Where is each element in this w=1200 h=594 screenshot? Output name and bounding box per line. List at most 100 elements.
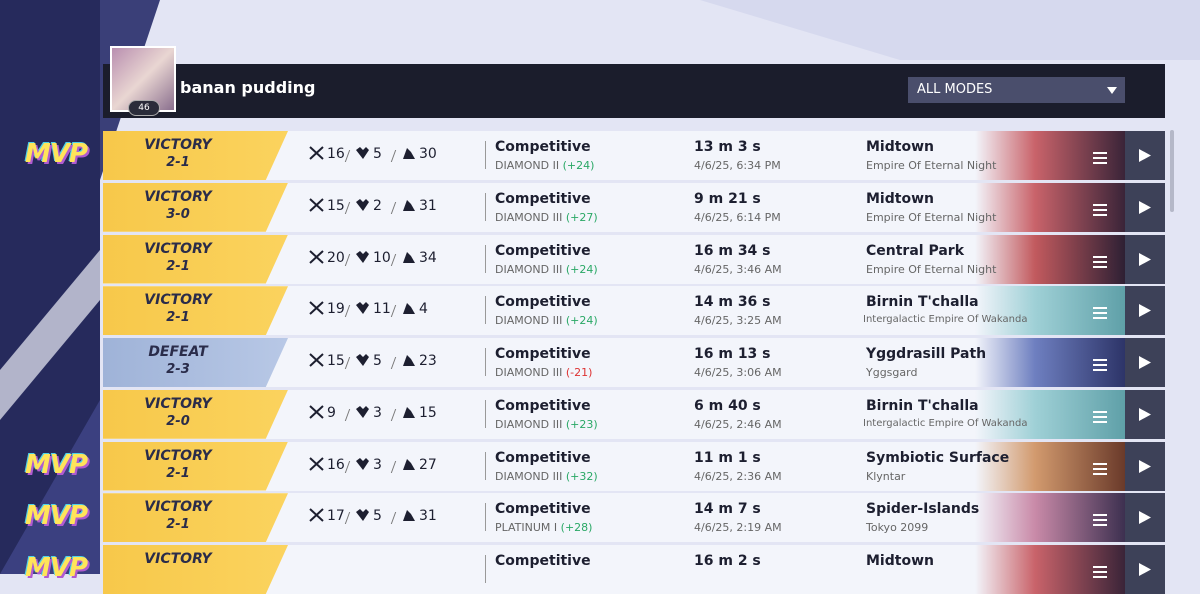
datetime: 4/6/25, 3:25 AM	[694, 314, 782, 328]
play-button[interactable]	[1125, 182, 1165, 232]
duration: 16 m 13 s	[694, 346, 771, 362]
stat-kills: 20	[309, 250, 345, 266]
separator	[390, 460, 397, 473]
result-block: VICTORY 2-1	[103, 234, 288, 284]
play-button[interactable]	[1125, 286, 1165, 336]
assists: 15	[419, 404, 437, 421]
rank: DIAMOND III	[495, 469, 563, 483]
rank-change: (+28)	[560, 521, 593, 535]
deaths: 3	[373, 404, 382, 421]
play-button[interactable]	[1125, 131, 1165, 180]
rank-change: (+24)	[565, 262, 598, 276]
stat-assists: 34	[401, 250, 437, 266]
scrollbar[interactable]	[1170, 130, 1174, 212]
rank-line: PLATINUM I (+28)	[495, 521, 592, 534]
menu-icon[interactable]	[1093, 304, 1107, 323]
menu-icon[interactable]	[1093, 563, 1107, 582]
duration: 11 m 1 s	[694, 449, 761, 466]
mode: Competitive	[495, 242, 591, 259]
score: 2-1	[166, 465, 190, 481]
stat-deaths: 3	[355, 405, 382, 421]
result: VICTORY	[144, 292, 212, 309]
deaths: 5	[373, 146, 382, 162]
divider	[485, 451, 486, 480]
match-row[interactable]: VICTORY 2-1 19 11 4 Competitive DIAMOND III (+…	[103, 286, 1165, 336]
stat-deaths: 2	[355, 198, 382, 214]
map-name: Midtown	[866, 190, 934, 207]
assists: 31	[419, 197, 437, 214]
menu-icon[interactable]	[1093, 408, 1107, 427]
match-row[interactable]: DEFEAT 2-3 15 5 23 Competitive DIAMOND III (-2…	[103, 338, 1165, 387]
score: 2-0	[166, 413, 190, 429]
score: 2-1	[166, 310, 190, 326]
stat-assists: 4	[401, 301, 428, 317]
menu-icon[interactable]	[1093, 460, 1107, 479]
divider	[485, 141, 486, 169]
stat-assists: 31	[401, 198, 437, 214]
datetime: 4/6/25, 3:06 AM	[694, 366, 782, 379]
divider	[485, 244, 486, 273]
player-name: banan pudding	[180, 78, 316, 97]
menu-icon[interactable]	[1093, 149, 1107, 168]
rank-change: (+27)	[565, 210, 598, 224]
rank-line: DIAMOND III (+24)	[495, 263, 598, 276]
match-row[interactable]: VICTORY Competitive 16 m 2 s Midtown	[103, 545, 1165, 594]
mvp-badge: MVP	[25, 139, 88, 169]
stat-assists: 30	[401, 146, 437, 162]
assists: 31	[419, 508, 437, 525]
player-level: 46	[128, 100, 160, 116]
datetime: 4/6/25, 3:46 AM	[694, 262, 782, 276]
separator	[390, 408, 397, 421]
menu-icon[interactable]	[1093, 201, 1107, 220]
match-row[interactable]: VICTORY 2-1 17 5 31 Competitive PLATINUM I (+2…	[103, 493, 1165, 543]
deaths: 10	[373, 249, 391, 266]
duration: 16 m 34 s	[694, 242, 771, 259]
result-block: DEFEAT 2-3	[103, 338, 288, 387]
region: Empire Of Eternal Night	[866, 262, 997, 276]
menu-icon[interactable]	[1093, 511, 1107, 530]
menu-icon[interactable]	[1093, 253, 1107, 272]
score: 3-0	[166, 206, 190, 222]
datetime: 4/6/25, 2:19 AM	[694, 521, 782, 535]
stat-deaths: 10	[355, 250, 391, 266]
match-row[interactable]: VICTORY 2-1 20 10 34 Competitive DIAMOND III (…	[103, 234, 1165, 284]
kills: 16	[327, 146, 345, 162]
rank: DIAMOND III	[495, 314, 563, 328]
divider	[485, 555, 486, 583]
play-button[interactable]	[1125, 545, 1165, 594]
result-block: VICTORY 2-1	[103, 493, 288, 543]
stat-deaths: 11	[355, 301, 391, 317]
separator	[344, 512, 351, 525]
mode-dropdown[interactable]: ALL MODES	[908, 77, 1125, 103]
match-row[interactable]: VICTORY 3-0 15 2 31 Competitive DIAMOND III (+…	[103, 182, 1165, 232]
mvp-badge: MVP	[25, 553, 88, 583]
region: Intergalactic Empire Of Wakanda	[863, 417, 1028, 429]
menu-icon[interactable]	[1093, 356, 1107, 375]
rank-change: (+24)	[562, 159, 595, 172]
match-row[interactable]: VICTORY 2-0 9 3 15 Competitive DIAMOND III (+2…	[103, 389, 1165, 439]
kills: 16	[327, 456, 345, 473]
play-button[interactable]	[1125, 234, 1165, 284]
kills: 15	[327, 353, 345, 369]
play-button[interactable]	[1125, 389, 1165, 439]
duration: 14 m 7 s	[694, 501, 761, 518]
dropdown-label: ALL MODES	[917, 82, 993, 97]
stat-kills: 17	[309, 508, 345, 524]
play-button[interactable]	[1125, 338, 1165, 387]
stat-deaths: 5	[355, 353, 382, 369]
rank-change: (-21)	[565, 366, 593, 379]
stat-kills: 15	[309, 353, 345, 369]
separator	[344, 357, 351, 369]
result: VICTORY	[144, 499, 212, 516]
deaths: 5	[373, 353, 382, 369]
mode: Competitive	[495, 553, 591, 569]
separator	[390, 305, 397, 318]
match-row[interactable]: VICTORY 2-1 16 5 30 Competitive DIAMOND II (+2…	[103, 131, 1165, 180]
play-button[interactable]	[1125, 441, 1165, 491]
map-image	[975, 389, 1125, 439]
result: VICTORY	[144, 137, 212, 153]
separator	[344, 201, 351, 214]
match-row[interactable]: VICTORY 2-1 16 3 27 Competitive DIAMOND III (+…	[103, 441, 1165, 491]
play-button[interactable]	[1125, 493, 1165, 543]
stat-deaths: 5	[355, 146, 382, 162]
